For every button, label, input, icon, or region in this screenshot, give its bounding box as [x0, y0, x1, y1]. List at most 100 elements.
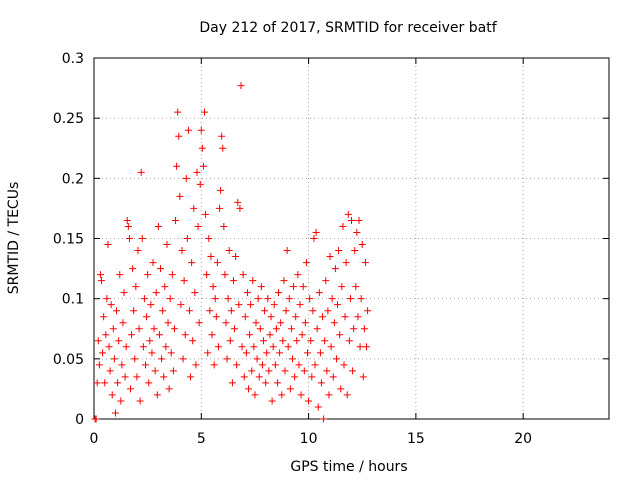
data-point	[135, 325, 143, 333]
data-point	[144, 271, 152, 279]
data-point	[217, 186, 225, 194]
data-point	[216, 204, 224, 212]
data-point	[157, 265, 165, 273]
data-point	[278, 391, 286, 399]
data-point	[172, 216, 180, 224]
data-point	[349, 367, 357, 375]
data-point	[297, 391, 305, 399]
data-point	[269, 343, 277, 351]
y-tick-label: 0.15	[53, 232, 84, 248]
data-point	[342, 259, 350, 267]
data-point	[182, 174, 190, 182]
data-point	[302, 259, 310, 267]
data-point	[145, 379, 153, 387]
data-point	[123, 216, 131, 224]
data-point	[291, 373, 299, 381]
data-point	[247, 301, 255, 309]
data-point	[317, 379, 325, 387]
data-point	[360, 325, 368, 333]
data-point	[154, 222, 162, 230]
data-point	[137, 168, 145, 176]
data-point	[258, 361, 266, 369]
data-point	[233, 361, 241, 369]
data-point	[196, 180, 204, 188]
x-tick-label: 15	[407, 431, 425, 447]
data-point	[166, 295, 174, 303]
data-point	[282, 307, 290, 315]
data-point	[194, 222, 202, 230]
data-point	[267, 313, 275, 321]
x-axis-label: GPS time / hours	[290, 459, 407, 475]
data-point	[243, 289, 251, 297]
data-point	[252, 319, 260, 327]
data-point	[337, 385, 345, 393]
data-point	[238, 343, 246, 351]
data-point	[118, 361, 126, 369]
y-tick-label: 0.3	[62, 51, 84, 67]
data-points	[91, 82, 372, 423]
data-point	[352, 283, 360, 291]
y-tick-label: 0.25	[53, 111, 84, 127]
x-tick-label: 5	[197, 431, 206, 447]
data-point	[270, 301, 278, 309]
data-point	[189, 337, 197, 345]
chart-title: Day 212 of 2017, SRMTID for receiver bat…	[199, 20, 497, 36]
data-point	[301, 319, 309, 327]
data-point	[295, 361, 303, 369]
data-point	[290, 283, 298, 291]
data-point	[287, 325, 295, 333]
data-point	[249, 277, 257, 285]
data-point	[94, 337, 102, 345]
y-tick-label: 0	[75, 412, 84, 428]
data-point	[281, 367, 289, 375]
data-point	[195, 319, 203, 327]
data-point	[266, 331, 274, 339]
data-point	[143, 313, 151, 321]
data-point	[142, 361, 149, 369]
data-point	[191, 289, 199, 297]
y-axis-label: SRMTID / TECUs	[6, 182, 22, 295]
data-point	[184, 126, 192, 134]
data-point	[153, 391, 161, 399]
y-axis-ticks: 0 0.05 0.1 0.15 0.2 0.25 0.3	[53, 51, 609, 428]
data-point	[149, 259, 157, 267]
data-point	[359, 373, 367, 381]
data-point	[193, 168, 201, 176]
data-point	[328, 295, 336, 303]
data-point	[239, 271, 247, 279]
data-point	[334, 301, 342, 309]
data-point	[248, 367, 256, 375]
data-point	[220, 222, 228, 230]
data-point	[285, 295, 293, 303]
data-point	[164, 319, 172, 327]
data-point	[99, 349, 107, 357]
data-point	[138, 235, 146, 242]
data-point	[103, 295, 111, 303]
data-point	[169, 367, 177, 375]
data-point	[304, 349, 312, 357]
data-point	[336, 331, 344, 339]
data-point	[296, 301, 304, 309]
data-point	[136, 397, 144, 405]
data-point	[152, 289, 160, 297]
data-point	[204, 349, 212, 357]
data-point	[209, 283, 217, 291]
data-point	[134, 247, 142, 255]
data-point	[133, 373, 141, 381]
data-point	[175, 132, 183, 140]
data-point	[96, 271, 104, 279]
data-point	[345, 337, 353, 345]
data-point	[314, 403, 322, 411]
data-point	[163, 241, 171, 249]
data-point	[205, 235, 213, 242]
data-point	[361, 259, 369, 267]
data-point	[177, 301, 185, 309]
data-point	[122, 343, 130, 351]
data-point	[199, 162, 207, 170]
data-point	[110, 355, 118, 363]
data-point	[167, 349, 175, 357]
data-point	[125, 235, 133, 242]
data-point	[242, 349, 250, 357]
data-point	[265, 367, 273, 375]
